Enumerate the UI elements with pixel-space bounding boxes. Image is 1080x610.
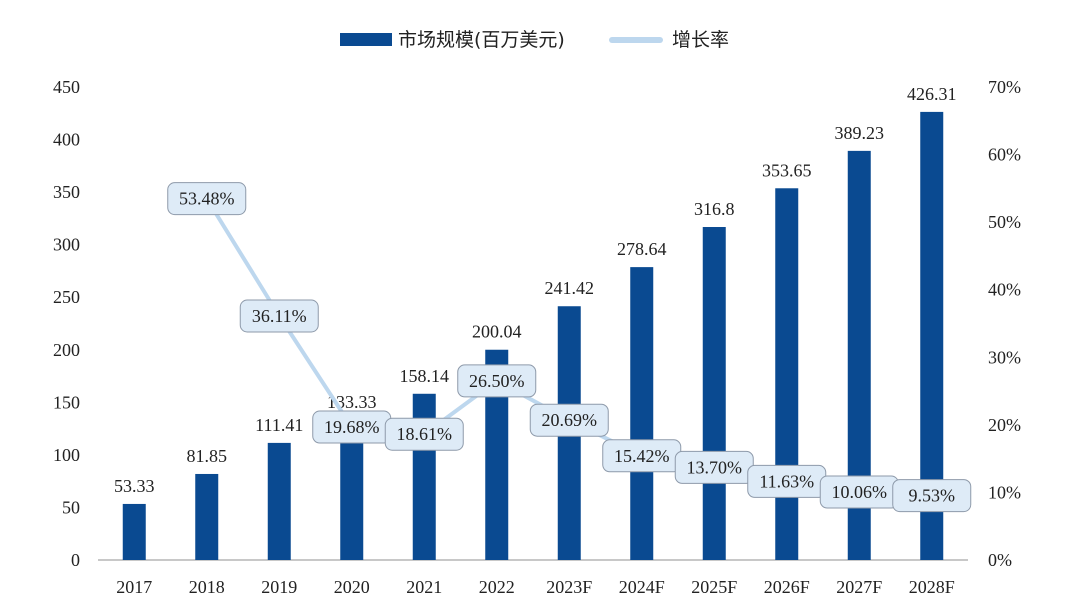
growth-label: 26.50%: [469, 371, 525, 391]
bar: [485, 349, 509, 560]
legend: 市场规模(百万美元) 增长率: [340, 29, 729, 51]
left-axis-tick-label: 400: [53, 130, 80, 150]
growth-label-box: [239, 299, 319, 333]
x-axis-tick-label: 2019: [261, 577, 297, 597]
bar-value-label: 389.23: [835, 123, 885, 143]
x-axis-tick-label: 2025F: [691, 577, 737, 597]
left-axis-tick-label: 450: [53, 77, 80, 97]
growth-label: 15.42%: [614, 446, 670, 466]
x-axis-tick-label: 2020: [334, 577, 370, 597]
growth-label: 13.70%: [687, 457, 743, 477]
bar-value-label: 200.04: [472, 322, 522, 342]
bar: [702, 227, 726, 560]
growth-label: 20.69%: [542, 410, 598, 430]
left-axis-tick-label: 0: [71, 550, 80, 570]
bar-value-label: 353.65: [762, 160, 812, 180]
right-axis-tick-label: 0%: [988, 550, 1012, 570]
left-axis-tick-label: 200: [53, 340, 80, 360]
left-axis-tick-label: 250: [53, 287, 80, 307]
bar: [775, 188, 799, 561]
right-axis-tick-label: 50%: [988, 212, 1021, 232]
bar: [122, 503, 146, 560]
bar: [630, 267, 654, 560]
bar: [847, 150, 871, 560]
left-axis-tick-label: 100: [53, 445, 80, 465]
x-axis-tick-label: 2027F: [836, 577, 882, 597]
growth-label-box: [457, 364, 537, 398]
x-axis-tick-label: 2028F: [909, 577, 955, 597]
x-axis-tick-label: 2017: [116, 577, 152, 597]
right-axis: 0% 10% 20% 30% 40% 50% 60% 70%: [988, 77, 1021, 570]
right-axis-tick-label: 20%: [988, 415, 1021, 435]
bar: [340, 419, 364, 560]
bar: [195, 473, 219, 560]
legend-label-market-size: 市场规模(百万美元): [398, 29, 565, 51]
growth-label: 53.48%: [179, 189, 235, 209]
bar-value-label: 81.85: [187, 446, 228, 466]
x-axis-tick-label: 2022: [479, 577, 515, 597]
left-axis: 0 50 100 150 200 250 300 350 400 450: [53, 77, 80, 570]
bar-value-label: 241.42: [545, 278, 595, 298]
growth-label-box: [384, 417, 464, 451]
bar-labels: 53.3381.85111.41133.33158.14200.04241.42…: [114, 84, 957, 496]
x-axis-tick-label: 2021: [406, 577, 442, 597]
growth-label: 18.61%: [397, 424, 453, 444]
bar: [920, 111, 944, 561]
growth-label: 11.63%: [759, 471, 814, 491]
left-axis-tick-label: 150: [53, 392, 80, 412]
x-axis-tick-label: 2026F: [764, 577, 810, 597]
x-axis-tick-label: 2024F: [619, 577, 665, 597]
growth-label-box: [892, 479, 972, 513]
growth-label: 10.06%: [832, 482, 888, 502]
left-axis-tick-label: 350: [53, 182, 80, 202]
growth-label-box: [529, 403, 609, 437]
x-axis: 2017 2018 2019 2020 2021 2022 2023F 2024F 2025F 2…: [116, 577, 955, 597]
bar-value-label: 158.14: [400, 366, 450, 386]
bar-value-label: 278.64: [617, 239, 667, 259]
right-axis-tick-label: 70%: [988, 77, 1021, 97]
right-axis-tick-label: 40%: [988, 280, 1021, 300]
bar-value-label: 111.41: [255, 415, 303, 435]
right-axis-tick-label: 60%: [988, 145, 1021, 165]
growth-label: 9.53%: [909, 486, 956, 506]
left-axis-tick-label: 50: [62, 497, 80, 517]
growth-label-box: [167, 182, 247, 216]
legend-swatch-bar: [340, 33, 392, 46]
x-axis-tick-label: 2018: [189, 577, 225, 597]
left-axis-tick-label: 300: [53, 235, 80, 255]
growth-labels: 53.48% 36.11% 19.68% 18.61% 26.50% 20.69% 15.4…: [167, 182, 972, 513]
growth-label: 19.68%: [324, 417, 380, 437]
bar: [267, 442, 291, 560]
right-axis-tick-label: 10%: [988, 482, 1021, 502]
growth-label: 36.11%: [252, 306, 307, 326]
right-axis-tick-label: 30%: [988, 347, 1021, 367]
bar-value-label: 426.31: [907, 84, 957, 104]
bar-value-label: 316.8: [694, 199, 735, 219]
x-axis-tick-label: 2023F: [546, 577, 592, 597]
legend-label-growth-rate: 增长率: [672, 29, 729, 51]
bar-value-label: 53.33: [114, 476, 155, 496]
